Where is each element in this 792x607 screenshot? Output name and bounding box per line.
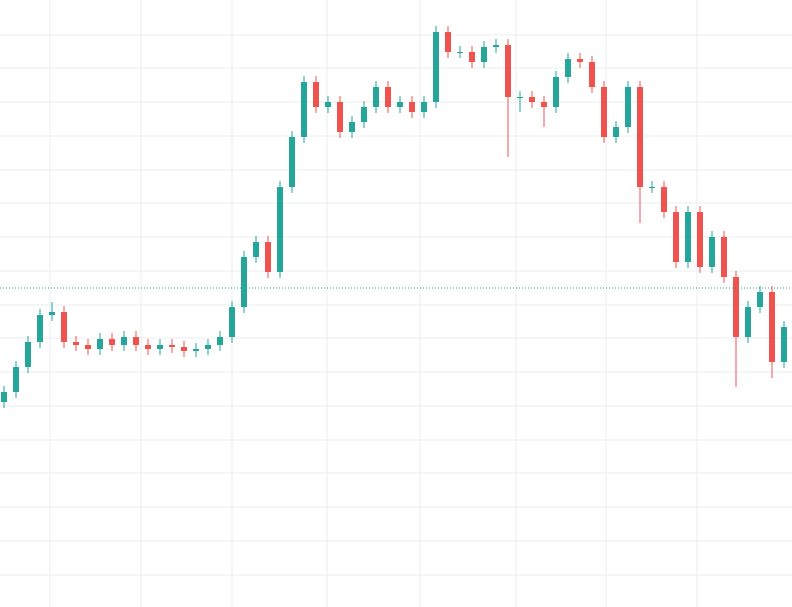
candle-body <box>313 82 319 107</box>
candle-body <box>361 107 367 122</box>
candle-body <box>145 345 151 349</box>
candle-body <box>337 102 343 132</box>
candle-body <box>565 59 571 77</box>
candle-body <box>613 127 619 137</box>
candle-body <box>169 345 175 347</box>
candle-body <box>73 342 79 345</box>
candle-body <box>121 337 127 345</box>
candle-body <box>589 62 595 87</box>
candle-body <box>481 47 487 62</box>
candle-body <box>757 292 763 307</box>
candle-body <box>529 97 535 102</box>
candle-body <box>301 82 307 137</box>
candle-body <box>1 392 7 402</box>
candle-body <box>229 307 235 337</box>
candle-body <box>85 345 91 349</box>
candle-body <box>745 307 751 337</box>
candle-body <box>625 87 631 127</box>
candle-body <box>385 87 391 107</box>
candle-body <box>409 102 415 112</box>
candle-body <box>289 137 295 187</box>
candle-body <box>733 277 739 337</box>
candle-body <box>325 102 331 107</box>
candle-body <box>709 237 715 267</box>
candle-body <box>457 52 463 53</box>
candle-body <box>433 32 439 102</box>
candle-body <box>133 337 139 345</box>
candle-body <box>541 102 547 107</box>
candle-body <box>109 339 115 345</box>
candle-body <box>373 87 379 107</box>
candle-body <box>493 45 499 47</box>
candle-body <box>277 187 283 272</box>
candle-body <box>397 102 403 107</box>
candle-body <box>421 102 427 112</box>
candle-body <box>781 327 787 362</box>
candle-body <box>553 77 559 107</box>
candle-body <box>25 342 31 367</box>
candle-body <box>205 345 211 349</box>
candle-body <box>241 257 247 307</box>
candle-body <box>49 312 55 315</box>
candle-body <box>181 347 187 351</box>
candle-body <box>217 337 223 345</box>
candle-body <box>157 345 163 349</box>
candle-body <box>445 32 451 52</box>
candle-body <box>769 292 775 362</box>
candle-body <box>697 212 703 267</box>
candle-body <box>193 349 199 351</box>
candle-body <box>265 242 271 272</box>
candle-body <box>673 212 679 262</box>
candle-body <box>505 45 511 97</box>
candle-body <box>649 187 655 188</box>
candle-body <box>349 122 355 132</box>
candle-body <box>97 339 103 349</box>
candle-body <box>517 97 523 98</box>
candle-body <box>469 52 475 62</box>
candle-body <box>61 312 67 342</box>
candle-body <box>637 87 643 187</box>
candle-body <box>721 237 727 277</box>
candle-body <box>577 59 583 62</box>
candle-body <box>685 212 691 262</box>
candle-body <box>13 367 19 392</box>
candle-body <box>253 242 259 257</box>
candle-body <box>37 315 43 342</box>
candle-body <box>601 87 607 137</box>
candle-body <box>661 187 667 212</box>
